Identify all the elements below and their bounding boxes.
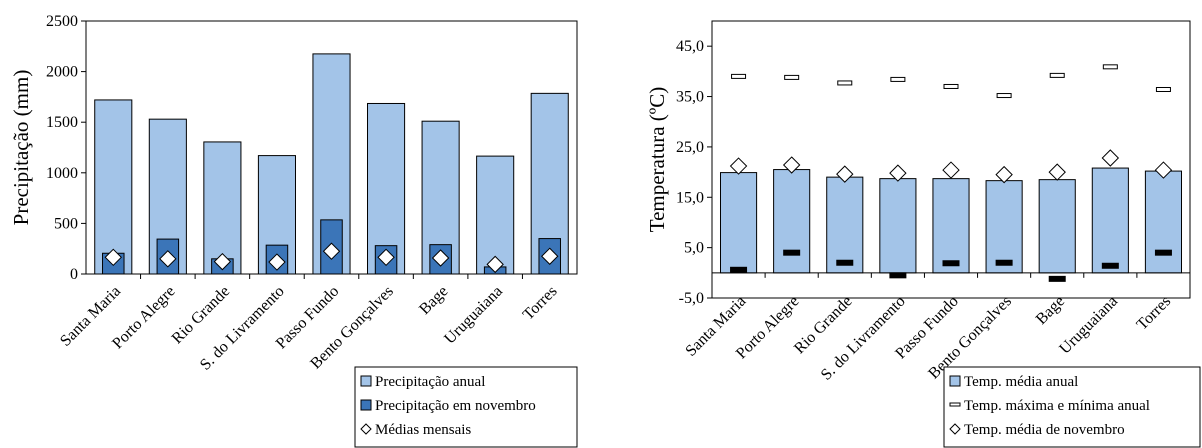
diamond-marker — [729, 157, 748, 175]
y-tick-label: 35,0 — [676, 89, 704, 106]
min-temp-marker — [1154, 249, 1172, 256]
min-temp-marker — [1048, 275, 1066, 282]
y-tick-label: -5,0 — [679, 290, 704, 307]
diamond-marker — [1154, 161, 1173, 179]
category-label: Torres — [520, 283, 561, 324]
bar — [879, 178, 917, 274]
bar — [476, 155, 515, 275]
legend-swatch — [949, 375, 961, 387]
y-tick-label: 1500 — [46, 114, 78, 131]
category-label: Uruguaiana — [1056, 293, 1121, 358]
legend-box — [354, 366, 578, 448]
y-tick-label: 2000 — [46, 64, 78, 81]
legend: Temp. média anual Temp. máxima e mínima a… — [943, 366, 1201, 448]
max-temp-marker — [943, 83, 959, 89]
legend-swatch — [360, 423, 372, 435]
series-2 — [729, 149, 1173, 184]
series-2 — [104, 242, 559, 274]
bar — [932, 178, 970, 274]
min-temp-marker — [730, 266, 748, 273]
diamond-marker — [1101, 149, 1120, 167]
series-1 — [730, 64, 1172, 282]
category-label: Bage — [416, 283, 451, 318]
diamond-marker — [782, 156, 801, 174]
diamond-marker — [486, 255, 504, 274]
diamond-marker — [213, 252, 232, 271]
max-temp-marker — [890, 76, 906, 82]
max-temp-marker — [1049, 72, 1065, 78]
bar — [985, 180, 1023, 274]
legend: Precipitação anual Precipitação em novemb… — [354, 366, 578, 448]
min-temp-marker — [942, 260, 960, 267]
diamond-marker — [541, 247, 559, 265]
category-label: Uruguaiana — [441, 283, 506, 348]
max-temp-marker — [784, 74, 800, 80]
max-temp-marker — [1155, 86, 1171, 92]
min-temp-marker — [836, 259, 854, 266]
diamond-marker — [104, 248, 122, 267]
min-temp-marker — [995, 259, 1013, 266]
series-0 — [94, 53, 569, 275]
diamond-marker — [431, 249, 450, 267]
category-label: Torres — [1134, 293, 1175, 334]
min-temp-marker — [889, 272, 907, 279]
bar — [94, 99, 133, 275]
bar — [1091, 167, 1129, 274]
y-tick-label: 500 — [54, 215, 78, 232]
diamond-marker — [995, 165, 1013, 184]
bar — [826, 176, 864, 274]
min-temp-marker — [783, 249, 801, 256]
y-tick-label: 0 — [70, 266, 78, 283]
y-tick-label: 45,0 — [676, 38, 704, 55]
y-tick-label: 25,0 — [676, 139, 704, 156]
diamond-marker — [322, 242, 341, 260]
legend-label: Temp. média anual — [964, 374, 1078, 390]
diamond-marker — [377, 248, 395, 267]
max-temp-marker — [731, 73, 747, 79]
legend-swatch — [360, 375, 372, 387]
legend-label: Temp. máxima e mínima anual — [964, 398, 1150, 414]
bar — [203, 141, 242, 275]
y-tick-label: 15,0 — [676, 189, 704, 206]
diamond-marker — [268, 253, 286, 271]
legend-swatch — [949, 402, 961, 407]
diamond-marker — [942, 161, 960, 179]
legend-label: Temp. média de novembro — [964, 422, 1125, 438]
min-temp-marker — [1101, 262, 1119, 269]
plot-frame — [711, 20, 1191, 299]
y-tick-label: 1000 — [46, 165, 78, 182]
bar — [1038, 179, 1076, 274]
max-temp-marker — [837, 80, 853, 86]
legend-label: Precipitação em novembro — [375, 398, 536, 414]
y-axis-label: Temperatura (ºC) — [645, 87, 669, 233]
legend-swatch — [360, 399, 372, 411]
legend-label: Precipitação anual — [375, 374, 485, 390]
legend-box — [943, 366, 1201, 448]
bar — [1144, 170, 1183, 274]
diamond-marker — [889, 164, 907, 182]
series-0 — [719, 167, 1183, 274]
max-temp-marker — [1102, 64, 1118, 70]
diamond-marker — [1048, 163, 1066, 181]
diamond-marker — [836, 165, 854, 183]
y-axis-label: Precipitação (mm) — [9, 70, 33, 226]
bar — [773, 169, 811, 274]
bar — [719, 172, 758, 274]
max-temp-marker — [996, 93, 1012, 99]
legend-swatch — [949, 423, 961, 435]
y-tick-label: 5,0 — [684, 240, 704, 257]
legend-label: Médias mensais — [375, 422, 471, 438]
diamond-marker — [159, 250, 177, 268]
y-tick-label: 2500 — [46, 13, 78, 30]
